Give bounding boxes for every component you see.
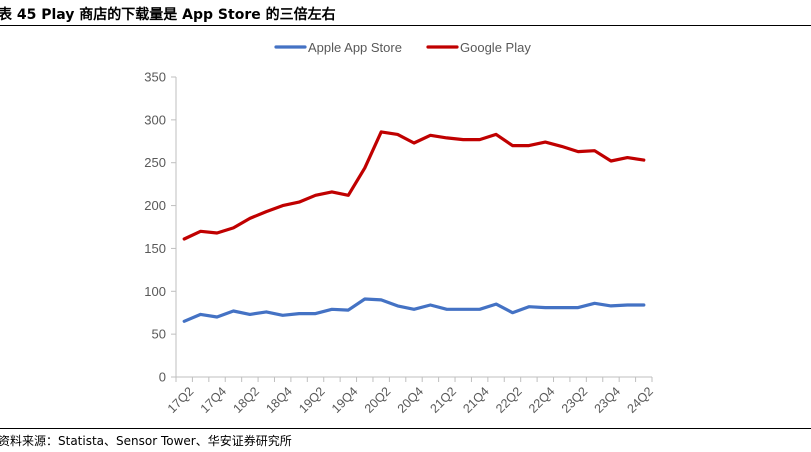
x-tick-label: 21Q4	[460, 384, 492, 416]
legend-item: Google Play	[426, 40, 531, 55]
x-tick-label: 17Q4	[198, 384, 230, 416]
series-line	[182, 297, 646, 323]
chart-legend: Apple App Store Google Play	[274, 40, 531, 55]
x-tick-label: 19Q2	[296, 384, 328, 416]
series-apple-app-store	[182, 297, 646, 323]
x-tick-label: 20Q4	[395, 384, 427, 416]
series-google-play	[182, 130, 646, 241]
source-divider	[0, 428, 811, 429]
x-tick-label: 18Q4	[263, 384, 295, 416]
title-divider	[0, 25, 811, 26]
x-tick-label: 21Q2	[427, 384, 459, 416]
source-note: 资料来源：Statista、Sensor Tower、华安证券研究所	[0, 434, 292, 448]
x-tick-label: 23Q2	[559, 384, 591, 416]
figure-title: 表 45 Play 商店的下载量是 App Store 的三倍左右	[0, 7, 336, 23]
x-tick-label: 19Q4	[329, 384, 361, 416]
legend-label: Apple App Store	[308, 40, 402, 55]
x-tick-label: 22Q4	[526, 384, 558, 416]
x-tick-label: 23Q4	[592, 384, 624, 416]
y-axis: 0 50 100 150 200 250 300 350	[144, 70, 177, 385]
legend-item: Apple App Store	[274, 40, 402, 55]
y-tick-label: 350	[144, 70, 166, 85]
y-tick-label: 200	[144, 198, 166, 213]
x-axis: 17Q2 17Q4 18Q2 18Q4 19Q2 19Q4 20Q2 20Q4 21Q2 21Q4…	[165, 376, 656, 416]
x-tick-label: 18Q2	[231, 384, 263, 416]
x-tick-label: 17Q2	[165, 384, 197, 416]
y-tick-label: 300	[144, 112, 166, 127]
series-line	[182, 130, 646, 241]
x-tick-label: 22Q2	[493, 384, 525, 416]
y-tick-label: 0	[159, 370, 166, 385]
legend-label: Google Play	[460, 40, 531, 55]
y-tick-label: 50	[152, 327, 166, 342]
y-tick-label: 150	[144, 241, 166, 256]
series-lines	[182, 130, 646, 323]
line-chart: Apple App Store Google Play 0 50 100 150 200 2…	[144, 40, 656, 416]
x-tick-label: 24Q2	[624, 384, 656, 416]
y-tick-label: 100	[144, 284, 166, 299]
y-tick-label: 250	[144, 155, 166, 170]
x-tick-label: 20Q2	[362, 384, 394, 416]
